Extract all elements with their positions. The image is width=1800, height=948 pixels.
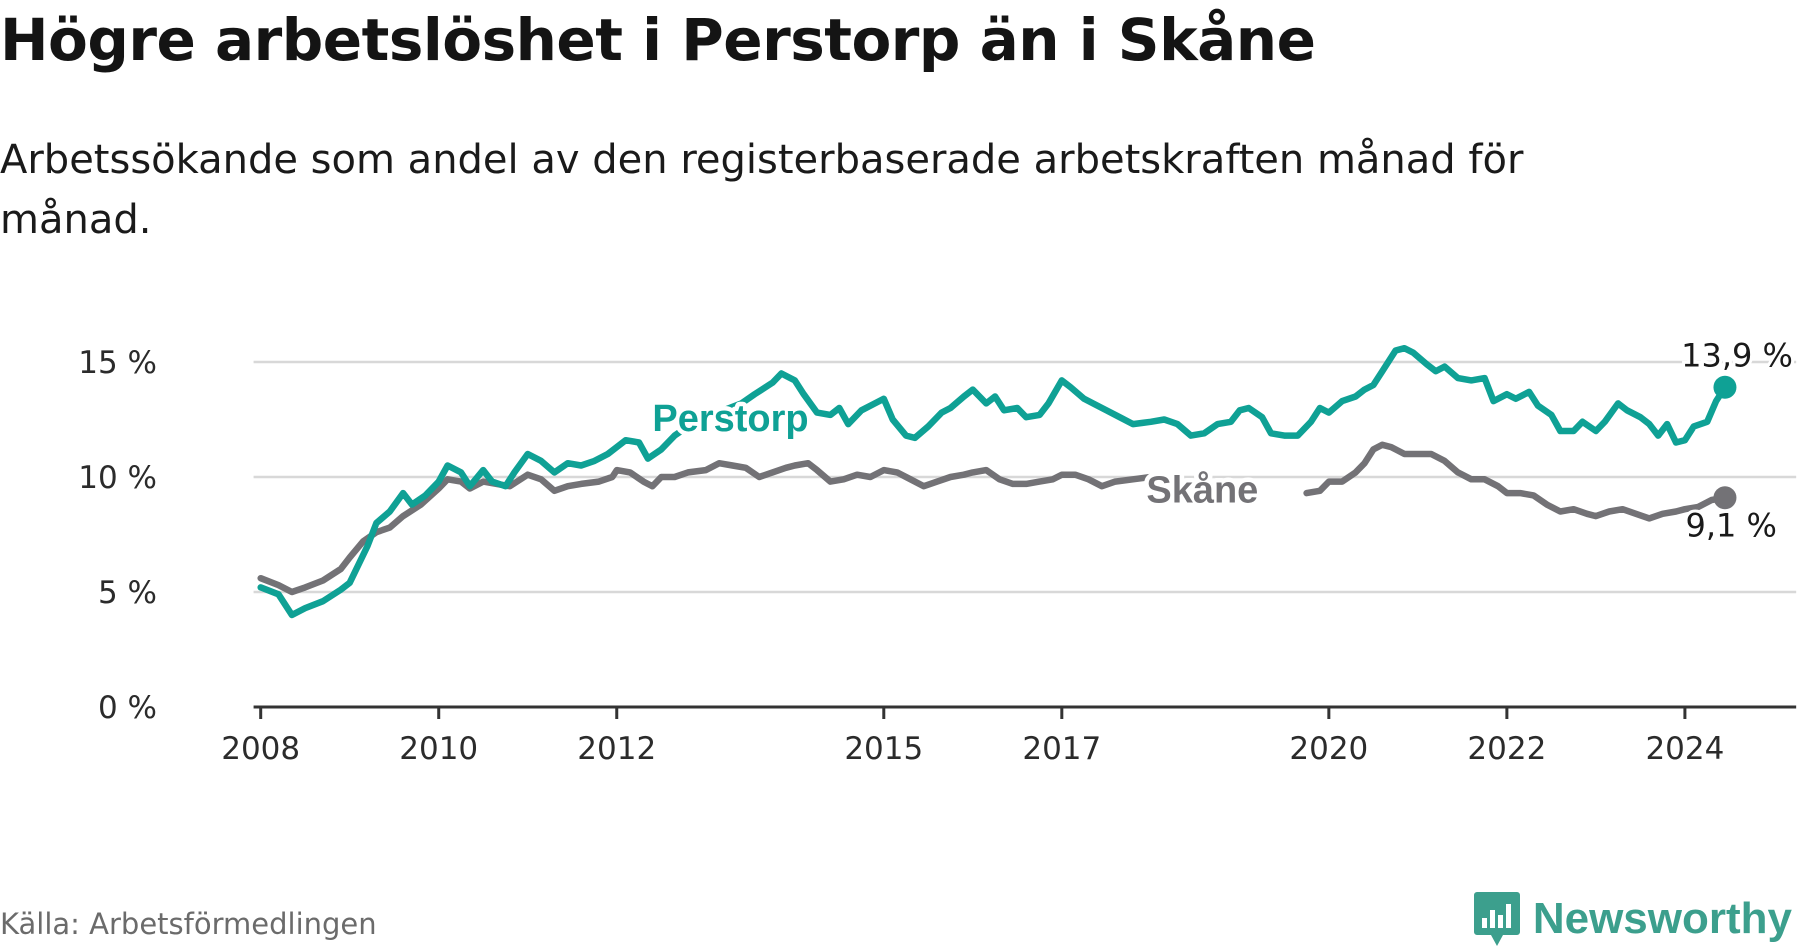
perstorp-end-label: 13,9 % [1681,336,1793,374]
skane-line [1303,441,1729,522]
chart-subtitle: Arbetssökande som andel av den registerb… [0,137,1524,243]
x-tick-label: 2020 [1289,731,1368,767]
y-tick-label: 10 % [78,460,157,496]
perstorp-series-label: Perstorp [652,398,808,440]
skane-line [257,459,1155,596]
skane-end-point [1713,486,1737,510]
y-tick-label: 0 % [98,690,157,726]
brand-name: Newsworthy [1532,894,1792,943]
newsworthy-logo-icon [1473,892,1520,946]
source-note: Källa: Arbetsförmedlingen [0,907,377,941]
axis-layer: 0 % 5 % 10 % 15 % 2008 2010 2012 2015 2017 2020 20… [78,345,1797,767]
x-tick-label: 2024 [1645,731,1724,767]
series-layer [257,344,1737,619]
y-tick-label: 15 % [78,345,157,381]
perstorp-end-point [1713,375,1737,399]
x-tick-label: 2008 [221,731,300,767]
x-tick-label: 2010 [399,731,478,767]
chart-title: Högre arbetslöshet i Perstorp än i Skåne [0,6,1316,74]
skane-series-label: Skåne [1146,470,1258,512]
x-tick-label: 2022 [1467,731,1546,767]
y-tick-label: 5 % [98,575,157,611]
skane-end-label: 9,1 % [1685,507,1776,545]
x-tick-label: 2012 [577,731,656,767]
x-tick-label: 2015 [844,731,923,767]
label-layer: Perstorp Skåne 13,9 % 9,1 % [648,333,1796,547]
x-tick-label: 2017 [1022,731,1101,767]
perstorp-line [257,344,1729,619]
brand-logo[interactable]: Newsworthy [1473,890,1792,948]
